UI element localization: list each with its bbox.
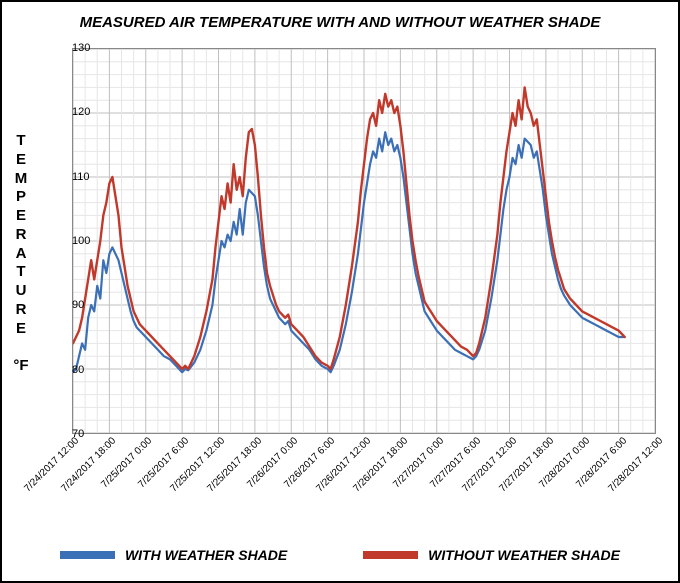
- y-axis-letter: A: [12, 245, 30, 264]
- y-axis-letter: R: [12, 301, 30, 320]
- legend-item: WITHOUT WEATHER SHADE: [363, 547, 620, 563]
- y-axis-letter: T: [12, 132, 30, 151]
- y-axis-letter: E: [12, 151, 30, 170]
- legend-swatch: [363, 551, 418, 559]
- plot-svg: [73, 49, 655, 433]
- legend-item: WITH WEATHER SHADE: [60, 547, 287, 563]
- legend-label: WITH WEATHER SHADE: [125, 547, 287, 563]
- y-axis-letter: R: [12, 226, 30, 245]
- plot-area: [72, 48, 656, 434]
- legend-label: WITHOUT WEATHER SHADE: [428, 547, 620, 563]
- y-axis-letter: T: [12, 263, 30, 282]
- legend: WITH WEATHER SHADE WITHOUT WEATHER SHADE: [2, 547, 678, 563]
- legend-swatch: [60, 551, 115, 559]
- y-axis-label: TEMPERATURE °F: [12, 132, 30, 376]
- y-axis-letter: E: [12, 320, 30, 339]
- y-axis-unit: °F: [12, 357, 30, 376]
- chart-container: MEASURED AIR TEMPERATURE WITH AND WITHOU…: [0, 0, 680, 583]
- y-axis-letter: U: [12, 282, 30, 301]
- chart-title: MEASURED AIR TEMPERATURE WITH AND WITHOU…: [2, 14, 678, 31]
- y-axis-letter: P: [12, 188, 30, 207]
- y-axis-letter: M: [12, 170, 30, 189]
- y-axis-letter: E: [12, 207, 30, 226]
